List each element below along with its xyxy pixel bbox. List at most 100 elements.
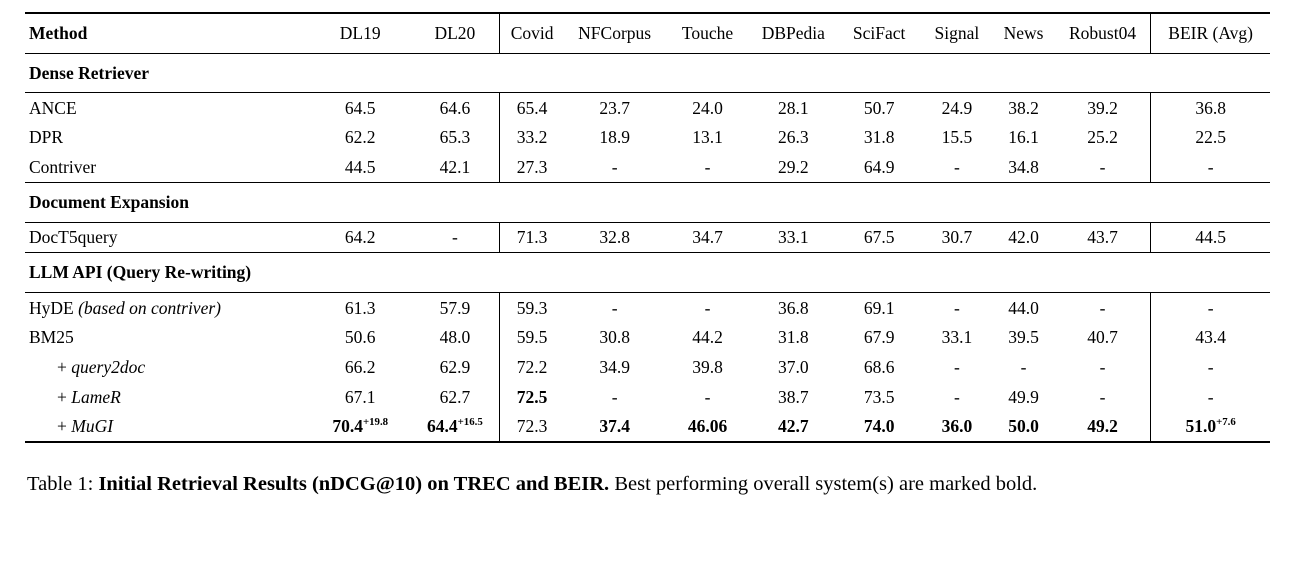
value-cell: 43.4: [1150, 322, 1270, 353]
value-number: 70.4: [332, 416, 363, 437]
value-cell: -: [611, 386, 618, 407]
value-cell: 69.1: [863, 297, 895, 318]
table-row: BM25 50.6 48.0 59.5 30.8 44.2 31.8 67.9 33.1 39.5…: [25, 322, 1270, 353]
value-cell: 72.3: [499, 411, 565, 444]
value-cell: 64.9: [863, 157, 895, 178]
method-cell: DocT5query: [25, 222, 310, 253]
value-cell: 50.7: [863, 97, 895, 118]
value-cell: -: [1150, 382, 1270, 412]
value-cell: 62.2: [344, 127, 376, 148]
table-row: HyDE (based on contriver) 61.3 57.9 59.3 - - 3…: [25, 292, 1270, 323]
value-cell: 67.1: [344, 386, 376, 407]
section-header: Dense Retriever: [25, 52, 1270, 94]
value-number: 49.2: [1087, 416, 1118, 437]
column-header-robust04: Robust04: [1054, 11, 1151, 54]
value-cell: 33.1: [941, 327, 973, 348]
value-cell: 15.5: [941, 127, 973, 148]
value-cell: 33.1: [778, 227, 809, 248]
method-cell: HyDE (based on contriver): [25, 293, 310, 323]
method-name: MuGI: [71, 416, 114, 437]
value-cell: -: [704, 157, 711, 178]
value-cell: 30.7: [941, 227, 973, 248]
value-cell: 73.5: [863, 386, 895, 407]
section-header: LLM API (Query Re-writing): [25, 252, 1270, 294]
value-cell: 49.2: [1054, 411, 1151, 444]
table-row: ANCE 64.5 64.6 65.4 23.7 24.0 28.1 50.7 24.9 38.2…: [25, 92, 1270, 123]
method-name: LameR: [71, 386, 121, 407]
caption-title: Initial Retrieval Results (nDCG@10) on T…: [98, 473, 610, 496]
method-prefix: +: [57, 356, 72, 377]
value-number: 72.5: [516, 386, 548, 407]
column-header-signal: Signal: [921, 11, 993, 54]
value-cell: 72.2: [499, 352, 565, 383]
value-cell: 34.7: [692, 227, 723, 248]
table-caption: Table 1: Initial Retrieval Results (nDCG…: [27, 470, 1268, 500]
value-cell: 40.7: [1087, 327, 1118, 348]
value-cell: 44.0: [1008, 297, 1039, 318]
value-cell: 36.8: [778, 297, 809, 318]
value-cell: 34.9: [599, 356, 630, 377]
value-cell: 46.06: [665, 411, 750, 444]
value-cell: 36.8: [1150, 92, 1270, 123]
value-cell: 31.8: [863, 127, 895, 148]
value-cell: 70.4+19.8: [309, 411, 411, 444]
column-header-scifact: SciFact: [836, 11, 922, 54]
value-cell: 65.3: [439, 127, 471, 148]
results-table: Method DL19 DL20 Covid NFCorpus Touche DBPedia…: [25, 11, 1270, 444]
header-row: Method DL19 DL20 Covid NFCorpus Touche DBPedia…: [25, 11, 1270, 54]
table-row: + MuGI 70.4+19.8 64.4+16.5 72.3 37.4 46.06 42.…: [25, 411, 1270, 444]
value-improvement-superscript: +16.5: [457, 416, 483, 429]
value-cell: 49.9: [1008, 386, 1039, 407]
value-cell: 67.5: [863, 227, 895, 248]
value-improvement-superscript: +19.8: [362, 416, 389, 429]
value-cell: 50.6: [344, 327, 376, 348]
value-cell: 72.5: [499, 382, 565, 412]
method-name: DocT5query: [29, 227, 118, 248]
caption-rest: Best performing overall system(s) are ma…: [609, 473, 1038, 496]
value-cell: 26.3: [778, 127, 809, 148]
value-number: 50.0: [1008, 416, 1039, 437]
value-cell: 43.7: [1087, 227, 1118, 248]
value-cell: -: [1099, 297, 1106, 318]
method-cell: BM25: [25, 323, 310, 353]
value-cell: 36.0: [921, 411, 993, 444]
section-row: Document Expansion: [25, 182, 1270, 223]
value-cell: 30.8: [599, 327, 630, 348]
value-number: 64.4: [426, 416, 458, 437]
value-cell: 67.9: [863, 327, 895, 348]
method-name: DPR: [29, 127, 64, 148]
table-row: DocT5query 64.2 - 71.3 32.8 34.7 33.1 67.5 30.7 4…: [25, 222, 1270, 253]
value-cell: 59.5: [499, 322, 565, 353]
value-cell: -: [611, 157, 618, 178]
value-cell: 32.8: [599, 227, 630, 248]
value-cell: -: [954, 157, 960, 178]
method-note: (based on contriver): [73, 297, 221, 318]
caption-label: Table 1:: [27, 473, 99, 496]
value-cell: 31.8: [778, 327, 809, 348]
value-cell: 39.8: [692, 356, 723, 377]
value-improvement-superscript: +7.6: [1216, 416, 1236, 429]
column-header-covid: Covid: [499, 11, 565, 54]
value-cell: 44.2: [692, 327, 723, 348]
method-prefix: +: [57, 386, 72, 407]
column-header-dbpedia: DBPedia: [749, 11, 837, 54]
method-name: ANCE: [29, 97, 77, 118]
value-cell: 48.0: [439, 327, 471, 348]
column-header-touche: Touche: [665, 11, 750, 54]
value-cell: 71.3: [499, 222, 565, 253]
value-cell: 44.5: [344, 157, 376, 178]
method-name: BM25: [29, 327, 74, 348]
method-prefix: +: [57, 416, 72, 437]
column-header-beir-avg: BEIR (Avg): [1150, 11, 1270, 54]
value-cell: 25.2: [1087, 127, 1118, 148]
method-name: HyDE: [29, 297, 74, 318]
value-cell: -: [1150, 292, 1270, 323]
value-cell: 38.7: [778, 386, 809, 407]
table-row: Contriver 44.5 42.1 27.3 - - 29.2 64.9 - 34.8 - -: [25, 152, 1270, 183]
value-cell: -: [1099, 386, 1106, 407]
value-cell: 34.8: [1008, 157, 1039, 178]
value-cell: 22.5: [1150, 122, 1270, 153]
section-row: LLM API (Query Re-writing): [25, 252, 1270, 294]
method-name: query2doc: [71, 356, 146, 377]
value-cell: -: [704, 297, 711, 318]
